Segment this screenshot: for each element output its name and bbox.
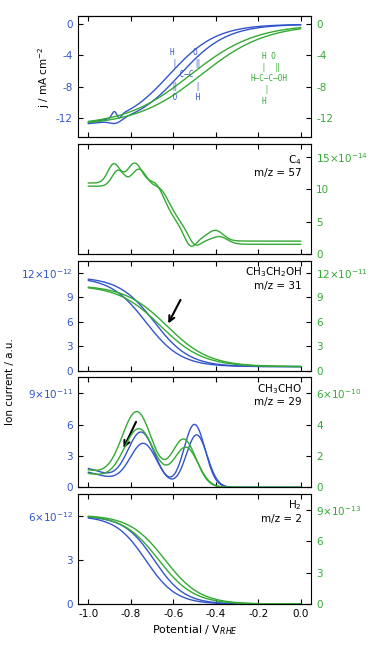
Text: C$_4$
m/z = 57: C$_4$ m/z = 57 (254, 153, 302, 178)
Text: H$_2$
m/z = 2: H$_2$ m/z = 2 (261, 499, 302, 524)
Text: CH$_3$CHO
m/z = 29: CH$_3$CHO m/z = 29 (254, 382, 302, 407)
Y-axis label: j / mA cm$^{-2}$: j / mA cm$^{-2}$ (36, 46, 52, 108)
Text: Ion current / a.u.: Ion current / a.u. (5, 338, 15, 425)
X-axis label: Potential / V$_{RHE}$: Potential / V$_{RHE}$ (152, 623, 237, 637)
Text: H    O
 |    ‖
 C—C
 ‖    |
 O    H: H O | ‖ C—C ‖ | O H (168, 48, 200, 102)
Text: CH$_3$CH$_2$OH
m/z = 31: CH$_3$CH$_2$OH m/z = 31 (245, 265, 302, 291)
Text: H O
 |  ‖
H—C—C—OH
 |  
H: H O | ‖ H—C—C—OH | H (250, 52, 287, 105)
